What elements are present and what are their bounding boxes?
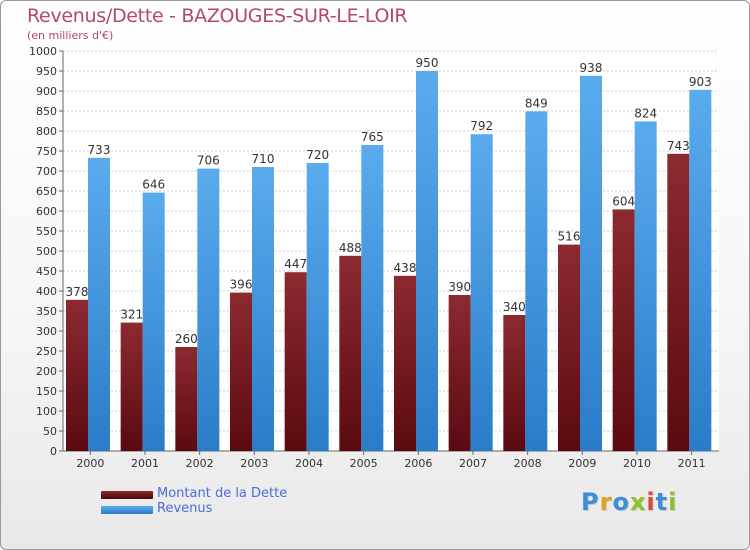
- data-label-dette: 340: [503, 300, 526, 314]
- x-tick-label: 2002: [186, 457, 214, 470]
- y-tick-label: 50: [43, 425, 57, 438]
- data-label-dette: 390: [448, 280, 471, 294]
- bar-revenus: [580, 75, 602, 452]
- y-tick-label: 200: [36, 365, 57, 378]
- logo-letter: r: [599, 488, 613, 516]
- data-label-dette: 438: [394, 261, 417, 275]
- x-tick-label: 2008: [514, 457, 542, 470]
- x-tick-label: 2011: [678, 457, 706, 470]
- data-label-dette: 516: [558, 230, 581, 244]
- bar-revenus: [416, 71, 438, 451]
- y-tick-label: 400: [36, 285, 57, 298]
- y-tick-label: 700: [36, 165, 57, 178]
- data-label-revenus: 710: [252, 152, 275, 166]
- bar-dette: [558, 244, 580, 451]
- logo-letter: o: [612, 488, 630, 516]
- logo-letter: x: [629, 488, 647, 516]
- y-tick-label: 100: [36, 405, 57, 418]
- bar-dette: [612, 209, 635, 451]
- bar-dette: [667, 153, 690, 452]
- y-tick-label: 300: [36, 325, 57, 338]
- data-label-dette: 488: [339, 241, 362, 255]
- y-tick-label: 500: [36, 245, 57, 258]
- bar-revenus: [470, 134, 493, 451]
- data-label-revenus: 765: [361, 130, 384, 144]
- bar-dette: [230, 292, 252, 451]
- y-tick-label: 350: [36, 305, 57, 318]
- data-label-dette: 378: [66, 285, 89, 299]
- y-tick-label: 0: [50, 445, 57, 458]
- x-tick-label: 2000: [76, 457, 104, 470]
- legend-swatch-dette: [101, 491, 153, 499]
- y-tick-label: 150: [36, 385, 57, 398]
- chart-subtitle: (en milliers d'€): [27, 29, 114, 42]
- data-label-revenus: 938: [580, 61, 603, 75]
- data-label-revenus: 720: [306, 148, 329, 162]
- y-tick-label: 250: [36, 345, 57, 358]
- data-label-dette: 396: [230, 278, 253, 292]
- x-tick-label: 2006: [404, 457, 432, 470]
- bar-revenus: [306, 163, 329, 451]
- data-label-dette: 321: [120, 308, 143, 322]
- bar-dette: [448, 295, 471, 451]
- y-tick-label: 650: [36, 185, 57, 198]
- y-tick-label: 600: [36, 205, 57, 218]
- y-tick-label: 750: [36, 145, 57, 158]
- data-label-revenus: 706: [197, 154, 220, 168]
- x-tick-label: 2004: [295, 457, 323, 470]
- logo-letter: t: [655, 488, 669, 516]
- data-label-revenus: 950: [416, 56, 439, 70]
- bar-revenus: [634, 121, 657, 452]
- x-tick-label: 2009: [568, 457, 596, 470]
- data-label-revenus: 792: [470, 119, 493, 133]
- bar-dette: [175, 347, 198, 451]
- bar-revenus: [252, 167, 274, 451]
- bar-revenus: [525, 111, 548, 452]
- y-tick-label: 800: [36, 125, 57, 138]
- data-label-dette: 604: [612, 194, 635, 208]
- logo-letter: P: [581, 488, 600, 516]
- bar-dette: [120, 322, 143, 451]
- data-label-revenus: 646: [142, 178, 165, 192]
- x-tick-label: 2001: [131, 457, 159, 470]
- x-tick-label: 2003: [240, 457, 268, 470]
- data-label-revenus: 849: [525, 96, 548, 110]
- data-label-revenus: 733: [88, 143, 111, 157]
- data-label-revenus: 824: [634, 106, 657, 120]
- y-tick-label: 950: [36, 65, 57, 78]
- x-tick-label: 2010: [623, 457, 651, 470]
- y-tick-label: 1000: [29, 45, 57, 58]
- data-label-dette: 743: [667, 139, 690, 153]
- y-tick-label: 450: [36, 265, 57, 278]
- chart-title: Revenus/Dette - BAZOUGES-SUR-LE-LOIR: [27, 5, 408, 27]
- bar-dette: [503, 315, 526, 451]
- bar-dette: [284, 272, 307, 451]
- legend-label-dette: Montant de la Dette: [157, 486, 288, 501]
- bar-dette: [394, 275, 416, 451]
- x-tick-label: 2005: [350, 457, 378, 470]
- logo-letter: i: [646, 488, 656, 516]
- bar-revenus: [197, 168, 220, 451]
- bar-dette: [66, 299, 88, 451]
- bar-revenus: [689, 89, 712, 452]
- x-tick-label: 2007: [459, 457, 487, 470]
- data-label-revenus: 903: [689, 75, 712, 89]
- data-label-dette: 447: [284, 257, 307, 271]
- bar-dette: [339, 255, 362, 451]
- proxiti-logo: Proxiti: [581, 488, 677, 516]
- bar-revenus: [88, 157, 110, 452]
- bar-revenus: [142, 192, 165, 451]
- logo-letter: i: [668, 488, 678, 516]
- bar-revenus: [361, 145, 384, 451]
- legend-swatch-revenus: [101, 506, 153, 514]
- data-label-dette: 260: [175, 332, 198, 346]
- y-tick-label: 850: [36, 105, 57, 118]
- legend-label-revenus: Revenus: [157, 501, 213, 516]
- y-tick-label: 900: [36, 85, 57, 98]
- y-tick-label: 550: [36, 225, 57, 238]
